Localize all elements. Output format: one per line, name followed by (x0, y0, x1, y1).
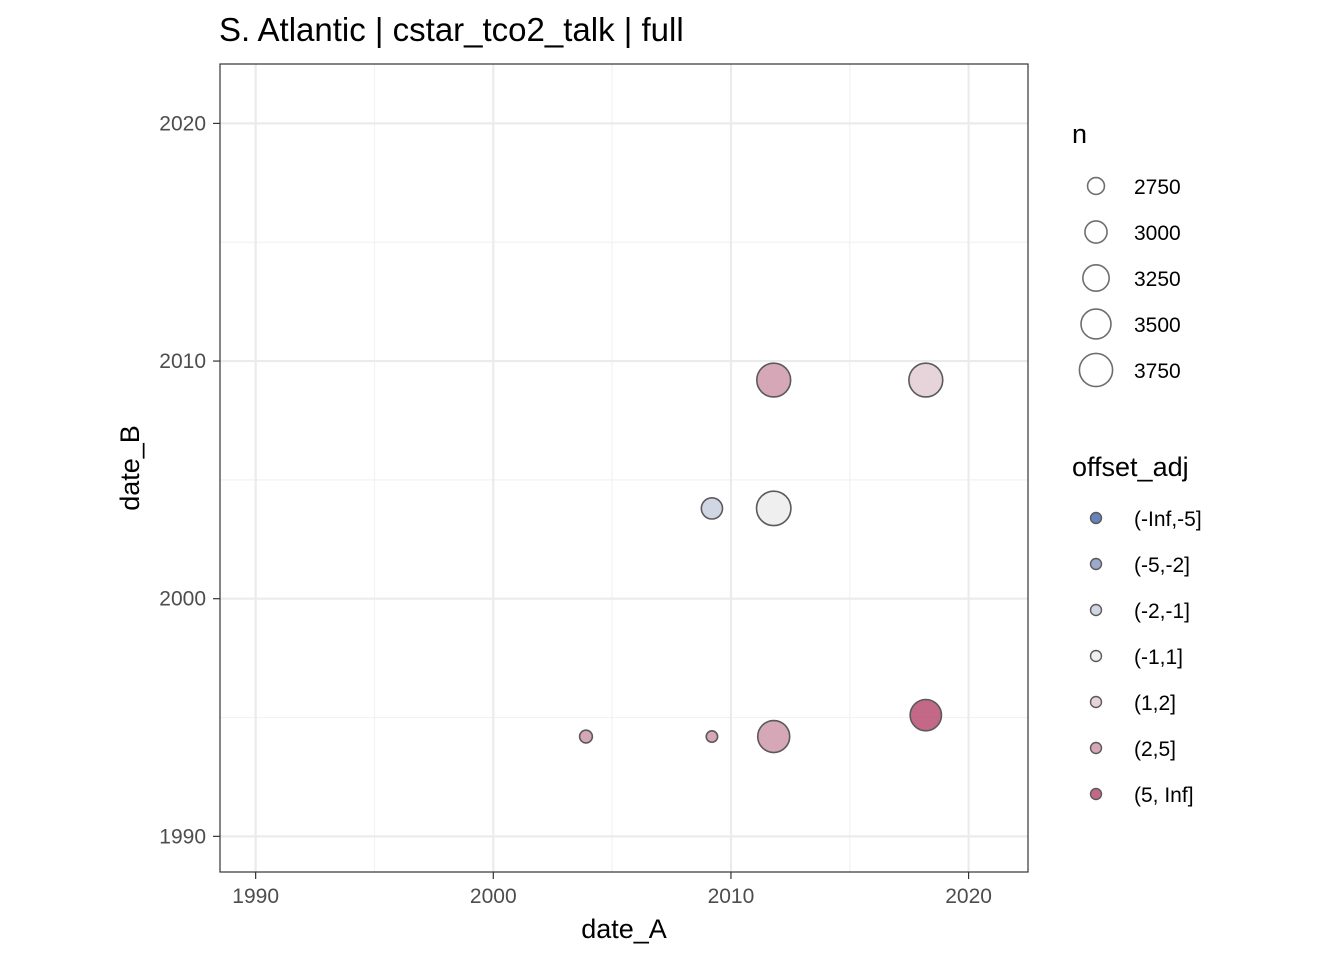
color-legend-label: (-5,-2] (1134, 554, 1190, 577)
color-legend: offset_adj (-Inf,-5] (-5,-2] (-2,-1] (-1,1]… (1072, 452, 1202, 807)
x-tick-label: 1990 (232, 885, 279, 908)
color-legend-key (1089, 649, 1103, 663)
color-legend-label: (5, Inf] (1134, 784, 1194, 807)
color-legend-title: offset_adj (1072, 452, 1189, 482)
size-legend-label: 3750 (1134, 360, 1181, 383)
color-legend-key (1089, 787, 1103, 801)
color-legend-key (1089, 741, 1103, 755)
y-tick-label: 1990 (159, 825, 206, 848)
size-legend-label: 3500 (1134, 314, 1181, 337)
color-legend-label: (-Inf,-5] (1134, 508, 1202, 531)
y-tick-label: 2010 (159, 350, 206, 373)
data-point (909, 698, 943, 732)
data-point (705, 730, 719, 744)
x-axis-title: date_A (581, 914, 667, 944)
data-points (578, 362, 944, 754)
data-point (578, 729, 594, 744)
major-gridlines (220, 64, 1028, 872)
panel-background (220, 64, 1028, 872)
x-axis: 1990 2000 2010 2020 (232, 872, 992, 908)
size-legend-label: 2750 (1134, 176, 1181, 199)
size-legend-key (1080, 308, 1112, 340)
size-legend-key (1082, 264, 1110, 292)
data-point (755, 490, 792, 527)
size-legend-label: 3000 (1134, 222, 1181, 245)
color-legend-key (1089, 511, 1103, 525)
color-legend-label: (-2,-1] (1134, 600, 1190, 623)
plot-panel (219, 63, 1029, 873)
panel-border (219, 63, 1029, 873)
color-legend-key (1089, 557, 1103, 571)
color-legend-label: (1,2] (1134, 692, 1176, 715)
size-legend-label: 3250 (1134, 268, 1181, 291)
y-axis-title: date_B (115, 425, 145, 511)
color-legend-key (1089, 695, 1103, 709)
x-tick-label: 2000 (470, 885, 517, 908)
chart-title: S. Atlantic | cstar_tco2_talk | full (219, 11, 684, 48)
color-legend-key (1089, 603, 1103, 617)
data-point (756, 719, 791, 754)
size-legend-key (1078, 352, 1114, 388)
minor-gridlines (220, 64, 1028, 872)
y-axis: 1990 2000 2010 2020 (159, 112, 220, 848)
color-legend-label: (-1,1] (1134, 646, 1183, 669)
x-tick-label: 2010 (708, 885, 755, 908)
data-point (700, 497, 724, 520)
data-point (908, 362, 944, 398)
y-tick-label: 2020 (159, 112, 206, 135)
color-legend-label: (2,5] (1134, 738, 1176, 761)
size-legend-key (1084, 220, 1108, 244)
size-legend-title: n (1072, 119, 1087, 149)
size-legend-key (1086, 176, 1106, 196)
data-point (756, 362, 792, 398)
y-tick-label: 2000 (159, 588, 206, 611)
size-legend: n 2750 3000 3250 3500 3750 (1072, 119, 1181, 388)
x-tick-label: 2020 (945, 885, 992, 908)
